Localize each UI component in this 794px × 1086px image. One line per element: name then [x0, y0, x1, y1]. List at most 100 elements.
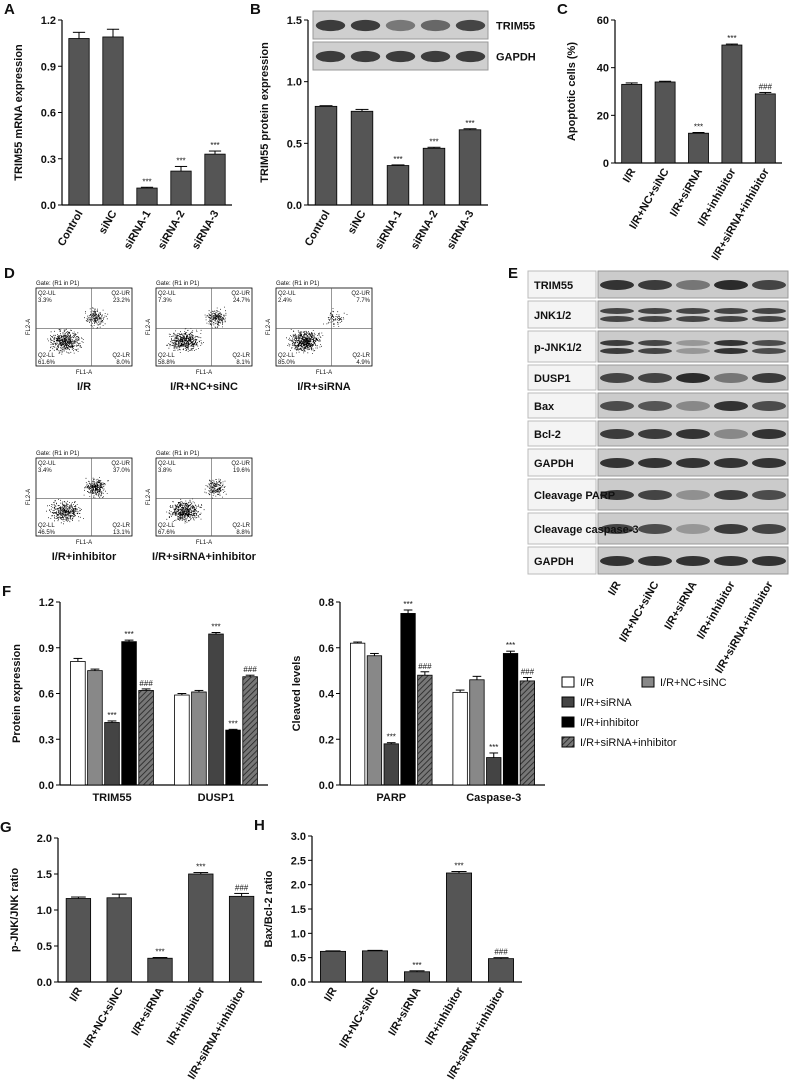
- error-bar: [725, 43, 738, 46]
- flow-frame: [35, 457, 133, 537]
- flow-plot-label: I/R+siRNA: [297, 381, 351, 393]
- blot-label-box: [527, 448, 597, 477]
- bar: [452, 691, 468, 786]
- legend-label: I/R+siRNA: [580, 697, 632, 709]
- blot-label: Bax: [534, 401, 555, 413]
- blot-band: [600, 490, 634, 500]
- error-bar: [177, 693, 187, 696]
- y-tick-label: 0.0: [37, 977, 52, 989]
- x-tick-label: Caspase-3: [466, 792, 521, 804]
- y-axis-label: Bax/Bcl-2 ratio: [263, 870, 275, 947]
- bar: [350, 642, 366, 786]
- y-tick-label: 0.3: [41, 154, 56, 166]
- flow-frame: [275, 287, 373, 367]
- error-bar: [420, 671, 430, 676]
- quadrant-percent: 2.4%: [278, 298, 292, 304]
- panel-label: D: [4, 265, 15, 282]
- flow-x-label: FL1-A: [76, 370, 92, 376]
- bar: [688, 132, 709, 164]
- quadrant-name: Q2-UR: [111, 461, 130, 467]
- y-tick-label: 0.5: [37, 941, 52, 953]
- y-axis-label: TRIM55 mRNA expression: [13, 44, 25, 181]
- error-bar: [73, 657, 83, 662]
- bar: [170, 170, 192, 206]
- blot-label: Bcl-2: [534, 429, 561, 441]
- y-tick-label: 0.0: [287, 200, 302, 212]
- y-axis-label: Apoptotic cells (%): [566, 42, 578, 141]
- quadrant-name: Q2-UR: [231, 291, 250, 297]
- blot-band: [638, 401, 672, 411]
- blot-band: [385, 50, 416, 63]
- x-tick-label: I/R+NC+siNC: [337, 985, 381, 1050]
- flow-x-label: FL1-A: [76, 540, 92, 546]
- error-bar: [194, 689, 204, 692]
- blot-band: [638, 490, 672, 500]
- bar: [208, 633, 224, 786]
- bar: [621, 83, 643, 164]
- quadrant-percent: 3.4%: [38, 468, 52, 474]
- blot-band: [385, 19, 416, 32]
- y-tick-label: 0.6: [39, 689, 54, 701]
- error-bar: [493, 957, 509, 959]
- error-bar: [692, 131, 705, 134]
- legend-label: I/R+inhibitor: [580, 717, 639, 729]
- error-bar: [111, 893, 127, 898]
- legend-swatch: [561, 716, 575, 728]
- x-tick-label: I/R: [68, 985, 85, 1003]
- annotation: ###: [521, 667, 535, 676]
- blot-band: [420, 19, 451, 32]
- bar: [65, 898, 92, 983]
- bar: [361, 950, 388, 983]
- quadrant-percent: 13.1%: [113, 530, 131, 536]
- error-bar: [451, 871, 467, 873]
- quadrant-percent: 46.5%: [38, 530, 56, 536]
- blot-band: [676, 348, 710, 354]
- bar: [469, 679, 485, 786]
- error-bar: [370, 652, 379, 656]
- bar: [403, 971, 430, 983]
- blot-label: Cleavage caspase-3: [534, 524, 639, 536]
- blot-label: GAPDH: [534, 458, 574, 470]
- error-bar: [427, 146, 441, 149]
- blot-band: [315, 19, 346, 32]
- y-axis-label: TRIM55 protein expression: [259, 42, 271, 183]
- y-tick-label: 40: [597, 63, 609, 75]
- flow-frame: [155, 457, 253, 537]
- error-bar: [506, 650, 515, 654]
- blot-label-box: [527, 512, 597, 545]
- bar: [519, 680, 535, 786]
- bar: [486, 757, 502, 786]
- bar: [242, 676, 258, 786]
- gate-label: Gate: (R1 in P1): [156, 281, 199, 287]
- error-bar: [391, 164, 405, 166]
- panel-label: E: [508, 265, 518, 282]
- x-tick-label: I/R+siRNA: [129, 985, 166, 1037]
- blot-lane-label: I/R+siRNA: [662, 579, 699, 631]
- bar: [87, 670, 103, 786]
- blot-label: p-JNK1/2: [534, 342, 582, 354]
- y-tick-label: 0.0: [291, 977, 306, 989]
- error-bar: [759, 91, 772, 94]
- quadrant-name: Q2-LL: [158, 353, 175, 359]
- panel-label: F: [2, 583, 11, 600]
- y-tick-label: 60: [597, 15, 609, 27]
- y-tick-label: 0.3: [39, 734, 54, 746]
- blot-band: [638, 429, 672, 439]
- blot-band: [714, 340, 748, 346]
- panel-label: C: [557, 1, 568, 18]
- y-tick-label: 2.0: [37, 833, 52, 845]
- x-tick-label: I/R+NC+siNC: [81, 985, 125, 1050]
- bar: [136, 187, 158, 206]
- bar: [174, 694, 190, 786]
- blot-label-box: [527, 330, 597, 363]
- blot-band: [676, 458, 710, 468]
- bar: [721, 44, 743, 164]
- x-tick-label: siRNA-2: [156, 209, 188, 252]
- bar: [121, 641, 137, 786]
- x-tick-label: I/R: [322, 985, 339, 1003]
- flow-x-label: FL1-A: [316, 370, 332, 376]
- x-tick-label: siRNA-1: [373, 209, 405, 252]
- y-tick-label: 1.5: [37, 869, 52, 881]
- blot-lane-label: I/R+inhibitor: [695, 579, 738, 641]
- annotation: ***: [489, 743, 498, 752]
